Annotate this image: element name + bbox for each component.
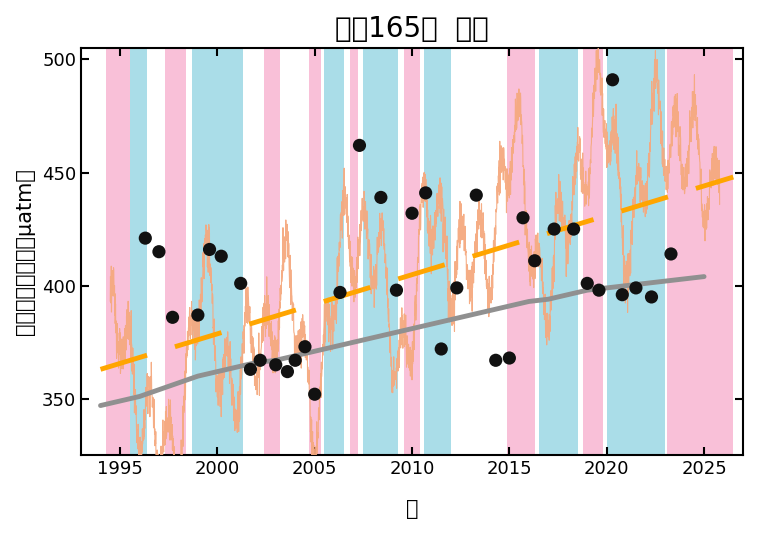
Point	[490, 356, 502, 365]
Point	[568, 225, 580, 233]
Bar	[584, 48, 603, 456]
Y-axis label: 二酸化炅素分圧（μatm）: 二酸化炅素分圧（μatm）	[15, 168, 35, 335]
Point	[528, 256, 540, 265]
Point	[353, 141, 365, 150]
Point	[244, 365, 256, 374]
Bar	[324, 48, 344, 456]
Point	[451, 284, 463, 292]
Bar	[424, 48, 451, 456]
Point	[406, 209, 418, 217]
Point	[548, 225, 560, 233]
Point	[139, 234, 152, 242]
Point	[203, 245, 215, 254]
Bar	[363, 48, 399, 456]
X-axis label: 年: 年	[406, 499, 418, 519]
Point	[192, 311, 204, 319]
Bar	[349, 48, 358, 456]
Point	[215, 252, 227, 261]
Point	[616, 290, 628, 299]
Point	[593, 286, 605, 294]
Bar	[192, 48, 243, 456]
Bar	[667, 48, 733, 456]
Bar	[507, 48, 534, 456]
Bar	[130, 48, 147, 456]
Point	[503, 354, 515, 362]
Point	[299, 342, 311, 351]
Bar	[264, 48, 280, 456]
Point	[645, 293, 657, 301]
Point	[665, 250, 677, 258]
Bar	[606, 48, 665, 456]
Point	[309, 390, 321, 398]
Point	[334, 288, 346, 297]
Bar	[309, 48, 321, 456]
Point	[390, 286, 402, 294]
Title: 東経165度  赤道: 東経165度 赤道	[335, 15, 489, 43]
Point	[581, 279, 594, 288]
Point	[254, 356, 266, 365]
Point	[235, 279, 247, 288]
Point	[420, 189, 432, 197]
Point	[270, 360, 282, 369]
Bar	[539, 48, 578, 456]
Bar	[164, 48, 186, 456]
Point	[289, 356, 301, 365]
Point	[470, 191, 482, 199]
Point	[281, 367, 293, 376]
Point	[435, 345, 447, 354]
Bar	[106, 48, 130, 456]
Point	[167, 313, 179, 321]
Point	[606, 75, 619, 84]
Point	[153, 247, 165, 256]
Bar	[404, 48, 420, 456]
Point	[374, 193, 387, 202]
Point	[630, 284, 642, 292]
Point	[517, 214, 529, 222]
